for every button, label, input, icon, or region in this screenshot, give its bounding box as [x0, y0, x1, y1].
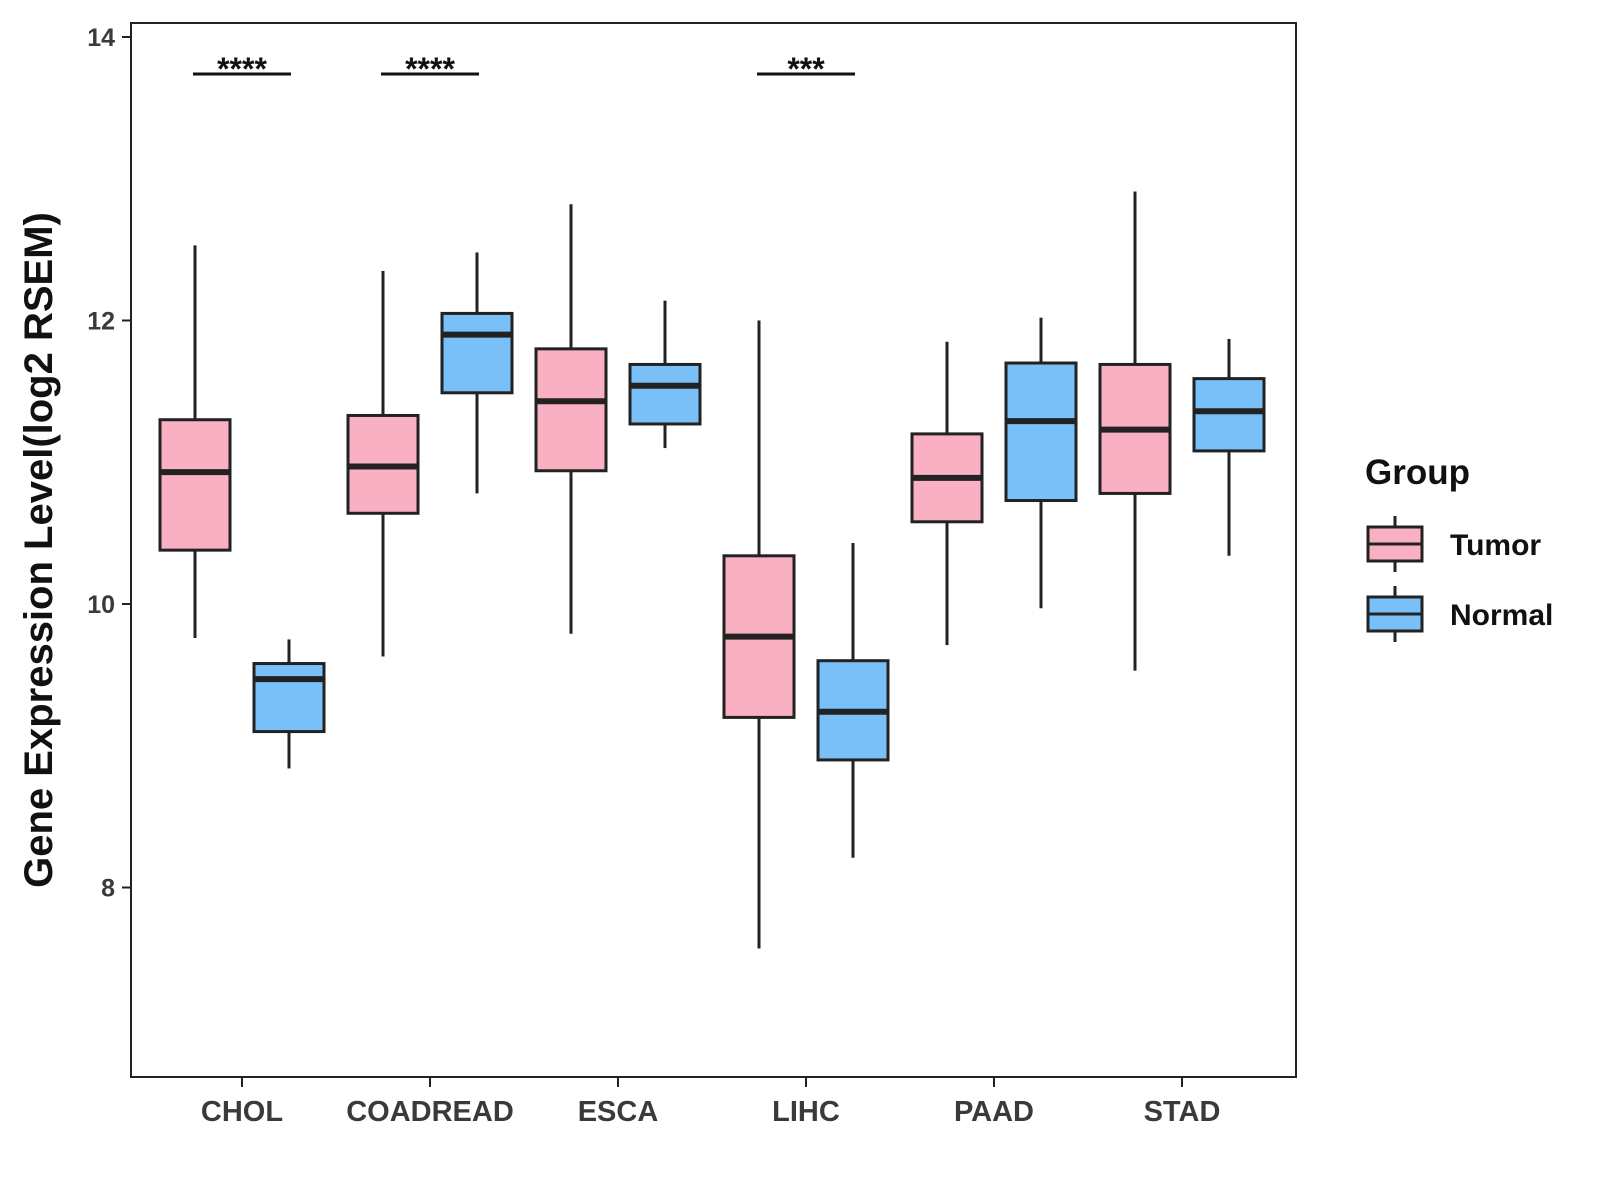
y-axis: 8 10 12 14	[87, 24, 131, 903]
box-iqr	[1004, 361, 1078, 503]
box-tumor-chol	[158, 245, 232, 639]
legend-key-normal	[1366, 586, 1424, 642]
significance-label: ****	[405, 51, 455, 87]
legend: Group Tumor Normal	[1365, 453, 1553, 642]
box-tumor-coadread	[346, 270, 420, 657]
y-tick-label: 12	[87, 308, 115, 336]
panel-border	[130, 22, 1297, 1078]
box-normal-coadread	[440, 252, 514, 494]
box-iqr	[628, 362, 702, 426]
x-tick-label: CHOL	[201, 1096, 283, 1128]
box-iqr	[252, 662, 326, 734]
box-tumor-stad	[1098, 191, 1172, 671]
significance-annotations: **** **** ***	[193, 51, 855, 87]
y-tick-label: 14	[87, 24, 115, 52]
box-normal-lihc	[816, 543, 890, 858]
x-tick-label: COADREAD	[346, 1096, 514, 1128]
significance-label: ****	[217, 51, 267, 87]
box-iqr	[534, 347, 608, 473]
box-normal-paad	[1004, 317, 1078, 609]
box-tumor-lihc	[722, 320, 796, 949]
y-tick-label: 10	[87, 591, 115, 619]
box-normal-stad	[1192, 338, 1266, 556]
y-tick-label: 8	[101, 875, 115, 903]
x-tick-label: STAD	[1144, 1096, 1221, 1128]
y-axis-label: Gene Expression Level(log2 RSEM)	[17, 212, 61, 888]
box-normal-esca	[628, 300, 702, 449]
box-tumor-esca	[534, 204, 608, 634]
legend-key-tumor	[1366, 516, 1424, 572]
boxplots	[158, 191, 1266, 949]
box-iqr	[158, 418, 232, 552]
x-tick-label: PAAD	[954, 1096, 1034, 1128]
legend-label-normal: Normal	[1450, 599, 1553, 632]
x-tick-label: ESCA	[578, 1096, 659, 1128]
box-tumor-paad	[910, 341, 984, 646]
legend-title: Group	[1365, 453, 1470, 492]
legend-label-tumor: Tumor	[1450, 529, 1541, 562]
x-axis: CHOL COADREAD ESCA LIHC PAAD STAD	[201, 1077, 1220, 1128]
box-normal-chol	[252, 639, 326, 769]
box-iqr	[1192, 377, 1266, 453]
x-tick-label: LIHC	[772, 1096, 840, 1128]
box-iqr	[440, 311, 514, 395]
significance-label: ***	[787, 51, 825, 87]
